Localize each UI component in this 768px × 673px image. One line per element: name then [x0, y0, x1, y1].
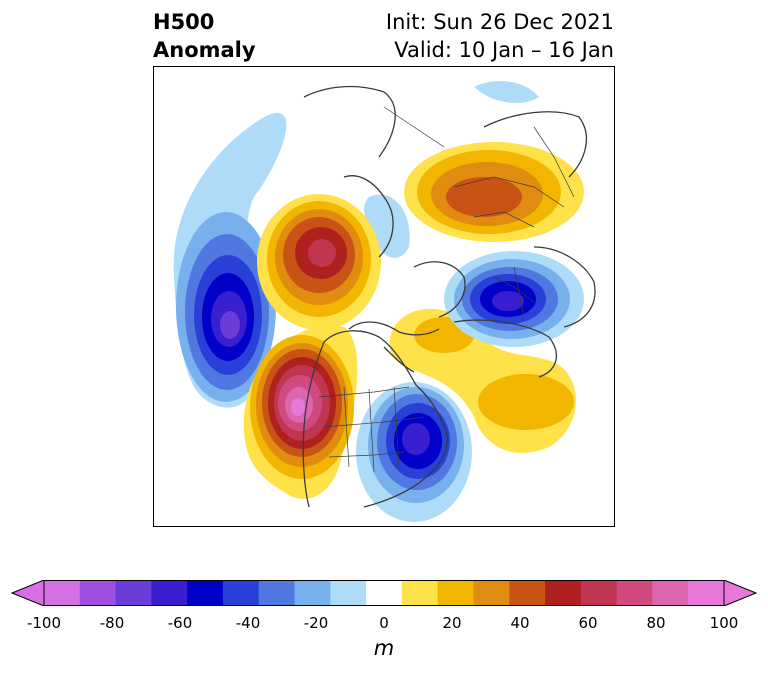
colorbar-segment: [151, 580, 188, 606]
colorbar: [10, 580, 758, 606]
anomaly-western-na-high: [243, 325, 358, 499]
colorbar-segment: [115, 580, 152, 606]
colorbar-tick-label: -20: [303, 614, 329, 632]
colorbar-tick-label: 20: [442, 614, 462, 632]
title-variable: H500: [153, 10, 215, 34]
anomaly-arctic-low: [474, 81, 539, 103]
init-date: Init: Sun 26 Dec 2021: [385, 10, 614, 34]
anomaly-atlantic-high: [389, 308, 576, 453]
anomaly-map: [153, 66, 615, 527]
colorbar-tick-label: 60: [578, 614, 598, 632]
colorbar-segment: [258, 580, 296, 606]
map-canvas: [173, 81, 596, 522]
colorbar-extend-high: [723, 580, 758, 606]
anomaly-europe-low: [444, 251, 584, 347]
colorbar-segment: [580, 580, 618, 606]
colorbar-tick-label: -60: [167, 614, 193, 632]
colorbar-tick-label: -80: [99, 614, 125, 632]
colorbar-border: [43, 580, 725, 606]
coastlines: [302, 85, 596, 508]
colorbar-segment: [187, 580, 224, 606]
political-borders: [318, 106, 575, 473]
colorbar-tick-label: 100: [709, 614, 739, 632]
colorbar-segment: [688, 580, 725, 606]
colorbar-segment: [616, 580, 653, 606]
anomaly-polar-low: [364, 194, 410, 258]
colorbar-tick-label: -40: [235, 614, 261, 632]
colorbar-tick-label: -100: [26, 614, 62, 632]
colorbar-extend-low: [10, 580, 45, 606]
colorbar-units: m: [373, 636, 395, 660]
colorbar-tick-label: 0: [379, 614, 389, 632]
colorbar-segment: [44, 580, 81, 606]
colorbar-segment: [509, 580, 546, 606]
valid-range: Valid: 10 Jan – 16 Jan: [394, 38, 614, 62]
colorbar-segment: [652, 580, 689, 606]
anomaly-alaska-high: [257, 194, 381, 330]
anomaly-pacific-low: [173, 113, 287, 408]
colorbar-segment: [366, 580, 403, 606]
colorbar-segment: [473, 580, 510, 606]
anomaly-eastern-na-low: [356, 382, 472, 522]
title-type: Anomaly: [153, 38, 256, 62]
map-title: H500 Anomaly: [153, 8, 256, 64]
colorbar-segment: [401, 580, 439, 606]
colorbar-segment: [79, 580, 117, 606]
anomaly-siberia-high: [404, 142, 584, 242]
colorbar-segment: [222, 580, 260, 606]
colorbar-tick-label: 80: [646, 614, 666, 632]
map-dates: Init: Sun 26 Dec 2021 Valid: 10 Jan – 16…: [386, 8, 614, 64]
colorbar-tick-label: 40: [510, 614, 530, 632]
colorbar-segment: [437, 580, 474, 606]
colorbar-segment: [294, 580, 331, 606]
colorbar-segment: [330, 580, 367, 606]
colorbar-segment: [545, 580, 582, 606]
